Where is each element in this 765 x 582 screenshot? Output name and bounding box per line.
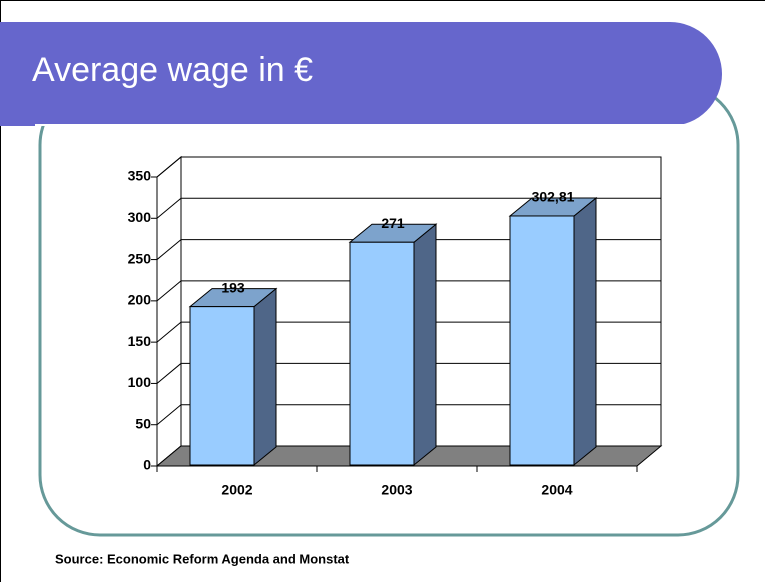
- y-tick-label: 50: [135, 415, 151, 431]
- data-label: 271: [381, 215, 405, 231]
- grid-line: [156, 404, 661, 426]
- bar-side: [253, 287, 277, 467]
- x-tick-label: 2002: [221, 482, 252, 498]
- y-tick-label: 100: [128, 374, 152, 390]
- x-tick-label: 2003: [381, 482, 412, 498]
- grid-line: [156, 280, 661, 302]
- source-note: Source: Economic Reform Agenda and Monst…: [55, 551, 350, 566]
- plot: 0 50 100 150 200 250 300 350 2002 193 2003 271 2004 3…: [128, 155, 663, 498]
- grid-line: [156, 239, 661, 260]
- grid-line: [156, 362, 661, 384]
- y-tick-label: 300: [128, 209, 152, 225]
- x-tick-label: 2004: [541, 482, 572, 498]
- data-label: 193: [221, 279, 245, 295]
- y-tick-label: 200: [128, 292, 152, 308]
- bar-side: [413, 223, 437, 467]
- data-label: 302,81: [532, 189, 575, 205]
- y-tick-label: 150: [128, 333, 152, 349]
- grid-line: [156, 321, 661, 343]
- y-tick-label: 350: [128, 168, 152, 184]
- y-tick-label: 0: [143, 457, 151, 473]
- y-tick-label: 250: [128, 250, 152, 266]
- bar: [509, 215, 575, 466]
- title-banner: [0, 22, 722, 126]
- bar: [349, 241, 415, 466]
- side-wall: [156, 155, 182, 468]
- chart-title: Average wage in €: [32, 51, 313, 89]
- bar-side: [573, 196, 597, 467]
- grid-line: [156, 197, 661, 219]
- grid-line: [156, 156, 661, 178]
- bar: [189, 306, 255, 466]
